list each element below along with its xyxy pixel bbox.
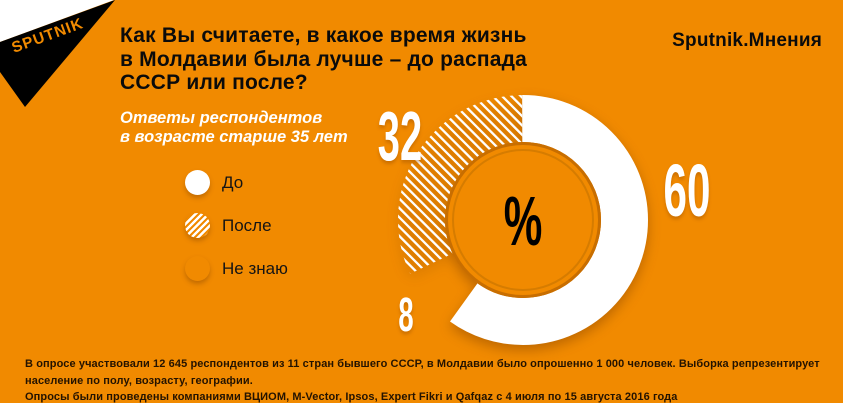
footer-line-1: В опросе участвовали 12 645 респондентов… [25, 358, 820, 387]
logo-white-corner [0, 0, 114, 42]
legend-item-unknown: Не знаю [185, 256, 288, 281]
page-title: Как Вы считаете, в какое время жизнь в М… [120, 24, 527, 95]
footer: В опросе участвовали 12 645 респондентов… [25, 356, 825, 403]
legend-label: После [222, 215, 272, 235]
subtitle-line-1: Ответы респондентов [120, 109, 323, 127]
donut-segment-after [398, 95, 648, 345]
legend: До После Не знаю [185, 170, 288, 299]
brand-title: Sputnik.Мнения [672, 30, 822, 51]
legend-label: Не знаю [222, 258, 288, 278]
legend-item-before: До [185, 170, 288, 195]
title-line-3: СССР или после? [120, 71, 308, 94]
legend-swatch-hatched-icon [185, 213, 210, 238]
value-label-after: 32 [377, 97, 423, 175]
logo-black-banner [0, 0, 115, 107]
value-label-before: 60 [663, 149, 711, 232]
subtitle-line-2: в возрасте старше 35 лет [120, 127, 348, 146]
donut-chart [373, 70, 673, 370]
legend-label: До [222, 172, 244, 192]
legend-swatch-white-icon [185, 170, 210, 195]
title-line-2: в Молдавии была лучше – до распада [120, 47, 528, 71]
legend-swatch-orange-icon [185, 256, 210, 281]
legend-item-after: После [185, 213, 288, 238]
donut-hole-shadow-ring [445, 142, 601, 298]
footer-line-2: Опросы были проведены компаниями ВЦИОМ, … [25, 391, 678, 403]
sputnik-logo: SPUTNIK [0, 0, 115, 107]
donut-center-hole [445, 142, 601, 298]
donut-center-label: % [503, 182, 543, 260]
subtitle: Ответы респондентов в возрасте старше 35… [120, 109, 348, 146]
title-line-1: Как Вы считаете, в какое время жизнь [120, 24, 527, 47]
value-label-unknown: 8 [398, 289, 414, 342]
donut-inner-ring [452, 149, 594, 291]
